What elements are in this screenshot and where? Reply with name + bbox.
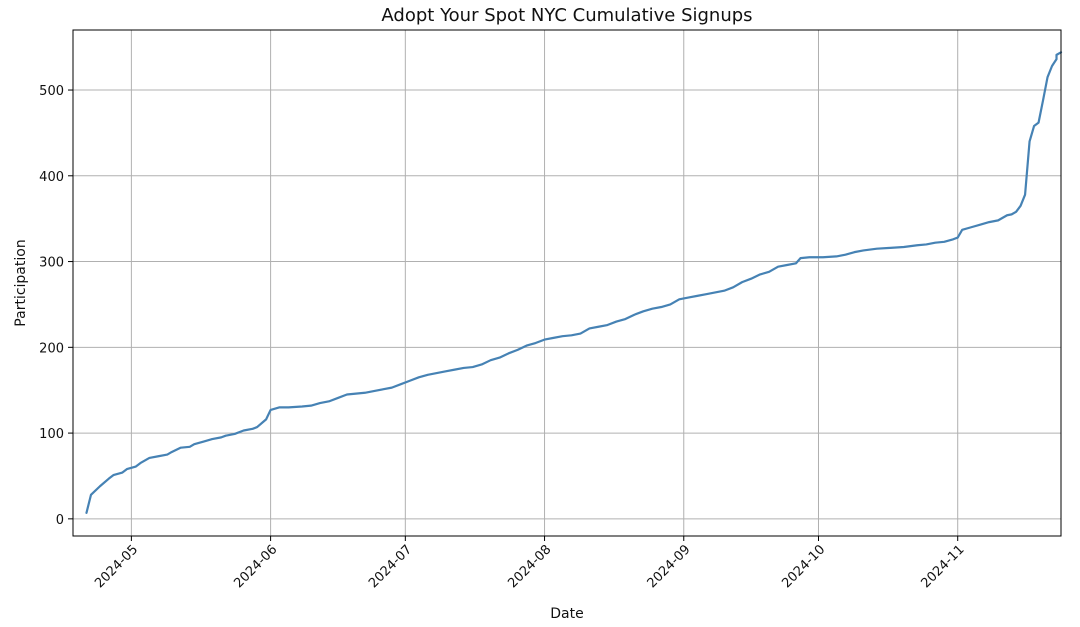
chart-title: Adopt Your Spot NYC Cumulative Signups (381, 5, 752, 26)
y-gridlines (73, 89, 1061, 520)
y-tick-label: 100 (39, 427, 64, 442)
y-tick-label: 200 (39, 341, 64, 356)
y-axis-label: Participation (13, 239, 29, 326)
x-tick-label: 2024-05 (92, 542, 141, 591)
x-tick-label: 2024-06 (231, 542, 280, 591)
y-tick-label: 300 (39, 256, 64, 271)
y-tick-label: 0 (56, 513, 64, 528)
x-tick-label: 2024-07 (366, 542, 415, 591)
y-axis-ticks: 0 100 200 300 400 500 (39, 84, 73, 528)
x-tick-label: 2024-09 (645, 542, 694, 591)
y-tick-label: 400 (39, 170, 64, 185)
x-tick-label: 2024-08 (505, 542, 554, 591)
x-tick-label: 2024-10 (779, 542, 828, 591)
series-line (85, 51, 1063, 514)
series-layer (85, 51, 1063, 514)
x-axis-label: Date (550, 606, 583, 622)
x-gridlines (130, 30, 959, 536)
plot-frame (72, 29, 1062, 537)
x-tick-label: 2024-11 (919, 542, 968, 591)
x-axis-ticks: 2024-05 2024-06 2024-07 2024-08 2024-09 2024-… (92, 536, 968, 591)
y-tick-label: 500 (39, 84, 64, 99)
